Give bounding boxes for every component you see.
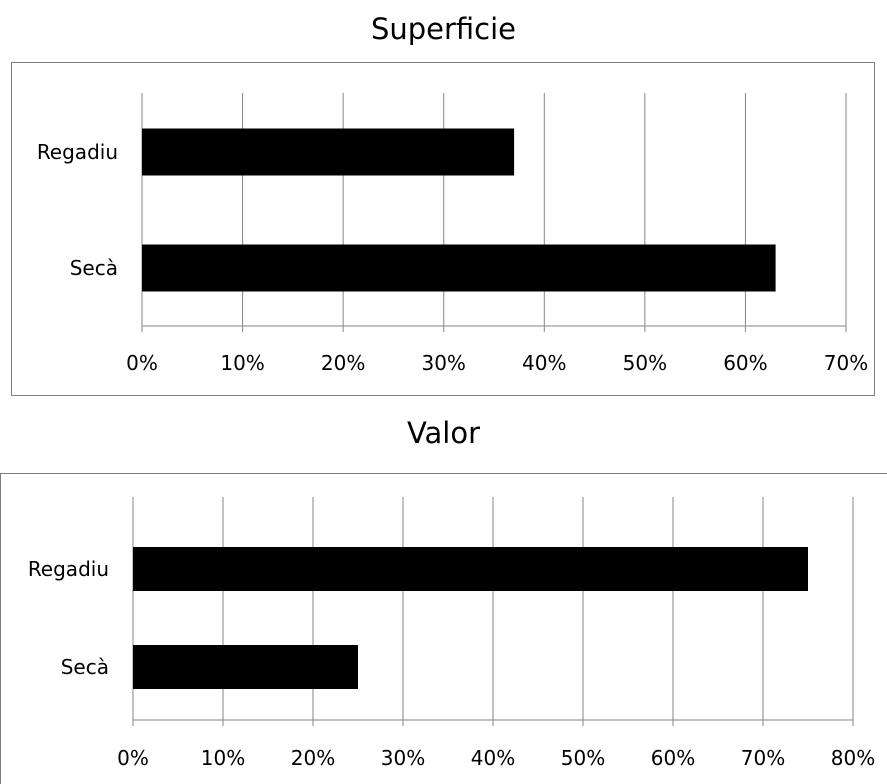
x-tick-label: 30%	[421, 351, 465, 375]
chart-frame	[0, 473, 887, 784]
chart-title: Superficie	[370, 12, 517, 46]
x-tick-label: 70%	[741, 746, 785, 770]
x-tick-label: 0%	[126, 351, 158, 375]
x-tick-label: 20%	[291, 746, 335, 770]
bar-secà	[133, 645, 358, 689]
x-tick-label: 50%	[561, 746, 605, 770]
x-tick-label: 10%	[201, 746, 245, 770]
chart-title: Valor	[406, 416, 481, 450]
x-tick-label: 40%	[522, 351, 566, 375]
x-tick-label: 30%	[381, 746, 425, 770]
chart-frame	[11, 62, 875, 396]
category-label: Secà	[61, 655, 109, 679]
x-tick-label: 60%	[723, 351, 767, 375]
bar-regadiu	[133, 547, 808, 591]
category-label: Secà	[70, 256, 118, 280]
x-tick-label: 20%	[321, 351, 365, 375]
x-tick-label: 60%	[651, 746, 695, 770]
x-tick-label: 80%	[831, 746, 875, 770]
x-tick-label: 50%	[623, 351, 667, 375]
x-tick-label: 0%	[117, 746, 149, 770]
bar-secà	[142, 244, 776, 292]
bar-regadiu	[142, 128, 515, 176]
x-tick-label: 70%	[824, 351, 868, 375]
category-label: Regadiu	[28, 557, 109, 581]
x-tick-label: 40%	[471, 746, 515, 770]
category-label: Regadiu	[37, 140, 118, 164]
x-tick-label: 10%	[220, 351, 264, 375]
